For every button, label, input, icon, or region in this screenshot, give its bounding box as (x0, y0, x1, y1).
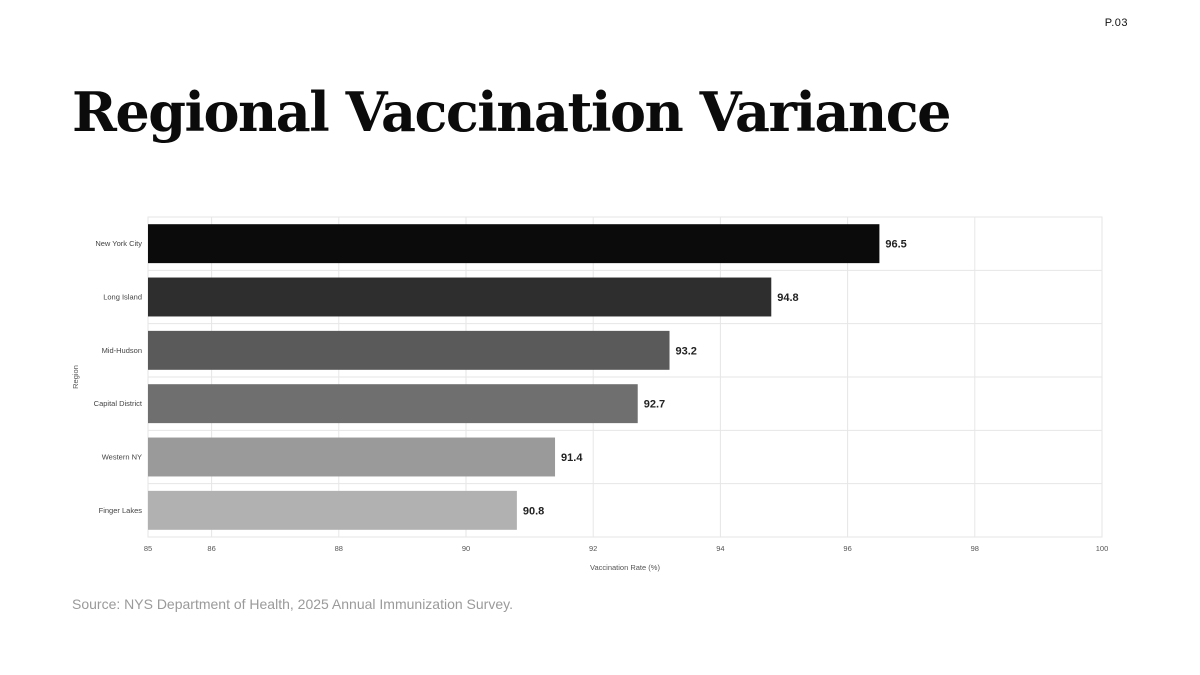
data-label: 94.8 (777, 292, 798, 304)
data-label: 90.8 (523, 505, 544, 517)
data-label: 92.7 (644, 399, 665, 411)
x-tick-label: 98 (971, 544, 979, 553)
y-tick-label: New York City (95, 239, 142, 248)
x-tick-label: 94 (716, 544, 724, 553)
x-tick-label: 86 (207, 544, 215, 553)
chart-labels: 85 86 88 90 92 94 96 98 100 New York City 96.5 Long… (94, 239, 1109, 553)
y-tick-label: Western NY (102, 453, 142, 462)
y-tick-label: Long Island (103, 293, 142, 302)
x-tick-label: 85 (144, 544, 152, 553)
chart-axes: Vaccination Rate (%) Region (71, 365, 660, 572)
bar (148, 490, 517, 530)
source-note: Source: NYS Department of Health, 2025 A… (72, 596, 513, 612)
chart-bars (148, 224, 880, 530)
bar (148, 437, 556, 477)
x-axis-title: Vaccination Rate (%) (590, 563, 660, 572)
x-tick-label: 92 (589, 544, 597, 553)
page-title: Regional Vaccination Variance (72, 80, 951, 144)
x-tick-label: 96 (843, 544, 851, 553)
y-tick-label: Finger Lakes (99, 506, 143, 515)
data-label: 91.4 (561, 452, 583, 464)
bar (148, 330, 670, 370)
x-tick-label: 90 (462, 544, 470, 553)
y-axis-title: Region (71, 365, 80, 389)
bar-chart: 85 86 88 90 92 94 96 98 100 New York City 96.5 Long… (71, 216, 1109, 572)
x-tick-label: 88 (335, 544, 343, 553)
bar (148, 224, 880, 264)
chart-grid (147, 216, 1103, 538)
page-number: P.03 (1104, 17, 1128, 29)
bar (148, 384, 638, 424)
bar (148, 277, 772, 317)
y-tick-label: Mid-Hudson (102, 346, 142, 355)
x-tick-label: 100 (1096, 544, 1109, 553)
y-tick-label: Capital District (94, 399, 143, 408)
data-label: 93.2 (676, 345, 697, 357)
data-label: 96.5 (885, 239, 906, 251)
